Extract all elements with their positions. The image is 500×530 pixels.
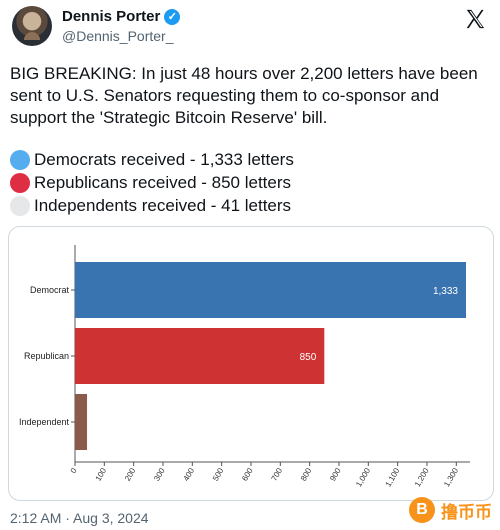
tweet-header: Dennis Porter ✓ @Dennis_Porter_ <box>8 6 492 50</box>
watermark-text: 撸币币 <box>441 502 492 523</box>
bar-chart: Democrat 1,333 Republican 850 Independent 0 10… <box>19 245 470 488</box>
bar-republican <box>75 328 325 384</box>
legend-label: Republicans received - 850 letters <box>34 172 292 192</box>
x-tick-label: 0 <box>69 466 79 475</box>
x-tick-label: 600 <box>240 466 255 483</box>
x-tick-label: 200 <box>123 466 138 483</box>
legend-label: Democrats received - 1,333 letters <box>34 149 294 169</box>
bitcoin-coin-icon: B <box>409 497 435 523</box>
author-name-row: Dennis Porter ✓ <box>62 8 181 25</box>
chart-image[interactable]: Democrat 1,333 Republican 850 Independent 0 10… <box>8 226 494 501</box>
x-tick-label: 1,000 <box>354 466 372 488</box>
legend-item-democrats: Democrats received - 1,333 letters <box>10 148 294 171</box>
data-label: 1,333 <box>433 286 458 297</box>
y-tick-label: Republican <box>24 351 69 361</box>
bar-independent <box>75 394 88 450</box>
x-tick-label: 700 <box>270 466 285 483</box>
y-tick-label: Independent <box>19 417 70 427</box>
bar-democrat <box>75 262 466 318</box>
x-tick-label: 1,200 <box>413 466 431 488</box>
x-logo-icon[interactable] <box>464 8 486 30</box>
y-tick-label: Democrat <box>30 285 70 295</box>
author-handle[interactable]: @Dennis_Porter_ <box>62 28 174 44</box>
verified-badge-icon: ✓ <box>164 8 181 25</box>
tweet-timestamp[interactable]: 2:12 AM · Aug 3, 2024 <box>10 510 149 526</box>
tweet-body: BIG BREAKING: In just 48 hours over 2,20… <box>10 64 478 127</box>
white-circle-icon <box>10 195 30 216</box>
x-tick-label: 800 <box>299 466 314 483</box>
tweet-text: BIG BREAKING: In just 48 hours over 2,20… <box>10 63 494 129</box>
legend-label: Independents received - 41 letters <box>34 195 292 215</box>
x-tick-label: 400 <box>182 466 197 483</box>
x-tick-label: 1,100 <box>384 466 402 488</box>
author-display-name[interactable]: Dennis Porter <box>62 8 161 25</box>
legend-item-republicans: Republicans received - 850 letters <box>10 171 294 194</box>
avatar[interactable] <box>12 6 52 46</box>
legend-item-independents: Independents received - 41 letters <box>10 194 294 217</box>
data-label: 850 <box>300 352 317 363</box>
x-tick-label: 300 <box>152 466 167 483</box>
x-tick-label: 100 <box>94 466 109 483</box>
blue-circle-icon <box>10 149 30 170</box>
x-tick-label: 900 <box>328 466 343 483</box>
tweet-legend: Democrats received - 1,333 letters Repub… <box>10 148 294 217</box>
red-circle-icon <box>10 172 30 193</box>
x-tick-label: 500 <box>211 466 226 483</box>
watermark: B 撸币币 <box>409 497 492 523</box>
x-tick-label: 1,300 <box>442 466 460 488</box>
